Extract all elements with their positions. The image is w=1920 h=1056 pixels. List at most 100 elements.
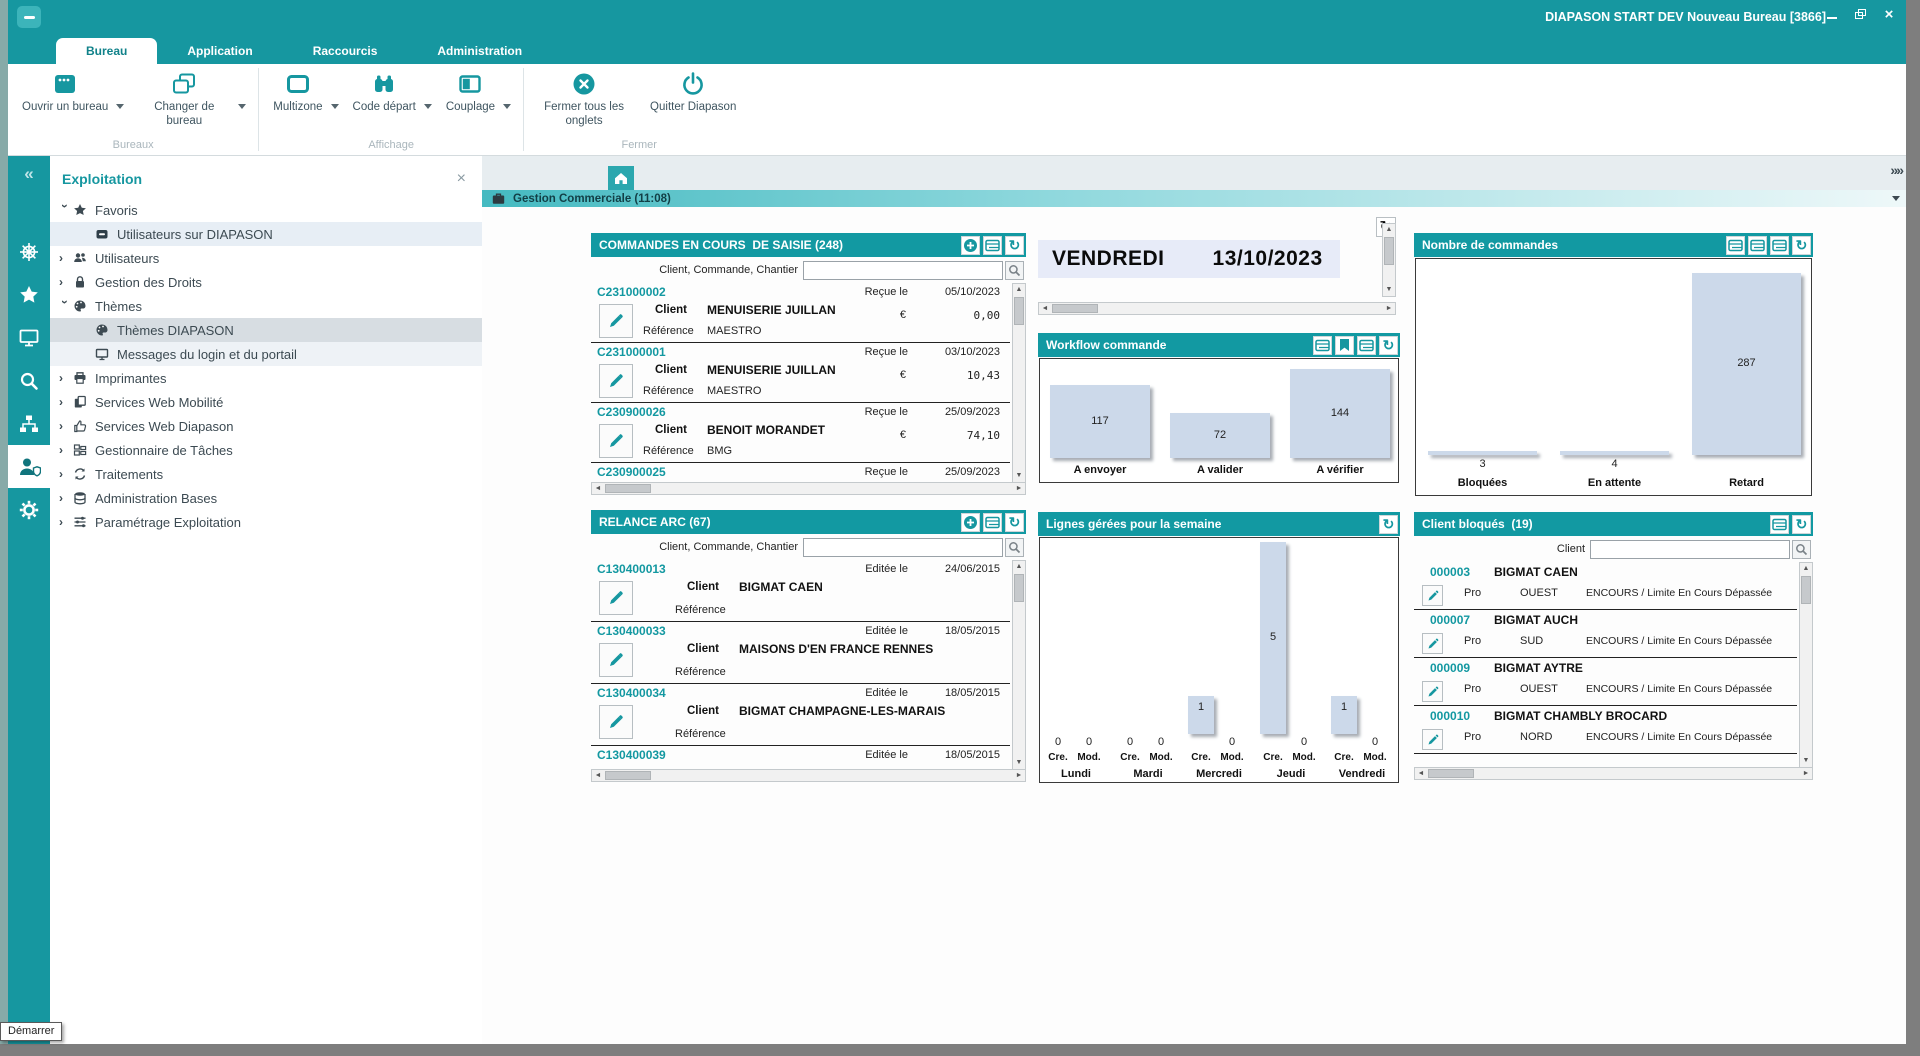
document-tab-bar[interactable]: Gestion Commerciale (11:08) (482, 190, 1906, 207)
tree-expander-icon[interactable]: › (58, 204, 72, 208)
tree-item-administration-bases[interactable]: › Administration Bases (50, 486, 482, 510)
tree-item-gestionnaire-de-t-ches[interactable]: › Gestionnaire de Tâches (50, 438, 482, 462)
scroll-left-icon[interactable]: ◄ (1041, 305, 1049, 312)
refresh-button[interactable]: ↻ (1379, 514, 1398, 534)
order-code-link[interactable]: C130400013 (597, 562, 666, 576)
tree-item-favoris[interactable]: › Favoris (50, 198, 482, 222)
tree-expander-icon[interactable]: › (59, 275, 63, 289)
client-code-link[interactable]: 000007 (1430, 613, 1471, 627)
tree-expander-icon[interactable]: › (59, 491, 63, 505)
scroll-down-icon[interactable]: ▼ (1802, 757, 1810, 764)
refresh-button[interactable]: ↻ (1792, 235, 1811, 255)
scroll-thumb[interactable] (605, 771, 651, 780)
tree-item-services-web-diapason[interactable]: › Services Web Diapason (50, 414, 482, 438)
tree-item-utilisateurs-sur-diapason[interactable]: Utilisateurs sur DIAPASON (50, 222, 482, 246)
dropdown-arrow-icon[interactable] (238, 104, 247, 109)
rail-button-monitor[interactable] (8, 316, 50, 359)
order-code-link[interactable]: C230900025 (597, 465, 666, 479)
rail-button-user-shield[interactable] (8, 445, 50, 488)
scroll-right-icon[interactable]: ► (1385, 305, 1393, 312)
order-code-link[interactable]: C231000002 (597, 285, 666, 299)
dropdown-arrow-icon[interactable] (116, 104, 125, 109)
ribbon-button[interactable]: Multizone (265, 64, 344, 115)
edit-order-button[interactable] (599, 424, 633, 458)
horizontal-scrollbar[interactable]: ◄ ► (591, 769, 1026, 782)
edit-order-button[interactable] (599, 304, 633, 338)
ribbon-tab-application[interactable]: Application (187, 44, 253, 58)
commandes-filter-input[interactable] (803, 260, 1003, 280)
ribbon-button[interactable]: Code départ (345, 64, 438, 115)
edit-client-button[interactable] (1422, 729, 1443, 750)
tree-item-imprimantes[interactable]: › Imprimantes (50, 366, 482, 390)
tab-dropdown-icon[interactable] (1892, 196, 1900, 201)
scroll-thumb[interactable] (1052, 304, 1098, 313)
clients-filter-input[interactable] (1590, 539, 1790, 559)
table-view-button[interactable] (1748, 235, 1767, 255)
search-button[interactable] (1792, 539, 1811, 559)
scroll-right-icon[interactable]: ► (1015, 485, 1023, 492)
horizontal-scrollbar[interactable]: ◄ ► (1414, 767, 1813, 780)
close-button[interactable]: × (1884, 6, 1894, 23)
restore-button[interactable] (1854, 8, 1868, 22)
tree-item-traitements[interactable]: › Traitements (50, 462, 482, 486)
tree-expander-icon[interactable]: › (59, 515, 63, 529)
scroll-right-icon[interactable]: ► (1802, 770, 1810, 777)
table-view-button[interactable] (1770, 514, 1789, 534)
tree-expander-icon[interactable]: › (59, 443, 63, 457)
bookmark-button[interactable] (1335, 335, 1354, 355)
edit-client-button[interactable] (1422, 633, 1443, 654)
scroll-left-icon[interactable]: ◄ (594, 772, 602, 779)
scroll-thumb[interactable] (605, 484, 651, 493)
table-view-button[interactable] (983, 512, 1002, 532)
rail-button-wheel[interactable] (8, 230, 50, 273)
table-view-button[interactable] (1726, 235, 1745, 255)
scroll-thumb[interactable] (1014, 574, 1024, 602)
edit-client-button[interactable] (1422, 585, 1443, 606)
tree-item-th-mes[interactable]: › Thèmes (50, 294, 482, 318)
table-view-button[interactable] (1770, 235, 1789, 255)
scroll-down-icon[interactable]: ▼ (1015, 472, 1023, 479)
tree-item-services-web-mobilit-[interactable]: › Services Web Mobilité (50, 390, 482, 414)
vertical-scrollbar[interactable]: ▲ ▼ (1382, 223, 1396, 297)
ribbon-button[interactable]: Changer de bureau (130, 64, 252, 129)
tree-item-gestion-des-droits[interactable]: › Gestion des Droits (50, 270, 482, 294)
scroll-thumb[interactable] (1428, 769, 1474, 778)
table-view-button[interactable] (983, 235, 1002, 255)
tree-expander-icon[interactable]: › (59, 251, 63, 265)
edit-order-button[interactable] (599, 705, 633, 739)
edit-order-button[interactable] (599, 364, 633, 398)
close-panel-icon[interactable]: × (456, 170, 466, 187)
order-code-link[interactable]: C231000001 (597, 345, 666, 359)
vertical-scrollbar[interactable]: ▲ ▼ (1012, 283, 1026, 483)
client-code-link[interactable]: 000009 (1430, 661, 1471, 675)
rail-button-star[interactable] (8, 273, 50, 316)
overflow-chevrons-icon[interactable]: »» (1890, 162, 1904, 178)
search-button[interactable] (1005, 260, 1024, 280)
tree-expander-icon[interactable]: › (59, 419, 63, 433)
ribbon-button[interactable]: Ouvrir un bureau (14, 64, 130, 115)
scroll-left-icon[interactable]: ◄ (1417, 770, 1425, 777)
edit-order-button[interactable] (599, 643, 633, 677)
scroll-up-icon[interactable]: ▲ (1802, 565, 1810, 572)
horizontal-scrollbar[interactable]: ◄ ► (1038, 302, 1396, 315)
vertical-scrollbar[interactable]: ▲ ▼ (1012, 560, 1026, 770)
client-code-link[interactable]: 000010 (1430, 709, 1471, 723)
tree-expander-icon[interactable]: › (58, 300, 72, 304)
scroll-left-icon[interactable]: ◄ (594, 485, 602, 492)
refresh-button[interactable]: ↻ (1005, 512, 1024, 532)
refresh-button[interactable]: ↻ (1379, 335, 1398, 355)
tree-item-param-trage-exploitation[interactable]: › Paramétrage Exploitation (50, 510, 482, 534)
ribbon-tab-raccourcis[interactable]: Raccourcis (312, 44, 378, 58)
scroll-right-icon[interactable]: ► (1015, 772, 1023, 779)
scroll-up-icon[interactable]: ▲ (1015, 563, 1023, 570)
scroll-up-icon[interactable]: ▲ (1385, 226, 1393, 233)
ribbon-button[interactable]: Couplage (438, 64, 517, 115)
ribbon-tab-administration[interactable]: Administration (437, 44, 523, 58)
ribbon-tab-bureau[interactable]: Bureau (56, 38, 158, 64)
tree-item-utilisateurs[interactable]: › Utilisateurs (50, 246, 482, 270)
minimize-button[interactable] (1826, 8, 1840, 22)
ribbon-button[interactable]: Quitter Diapason (642, 64, 748, 115)
vertical-scrollbar[interactable]: ▲ ▼ (1799, 562, 1813, 768)
rail-button-search[interactable] (8, 359, 50, 402)
dropdown-arrow-icon[interactable] (330, 104, 339, 109)
